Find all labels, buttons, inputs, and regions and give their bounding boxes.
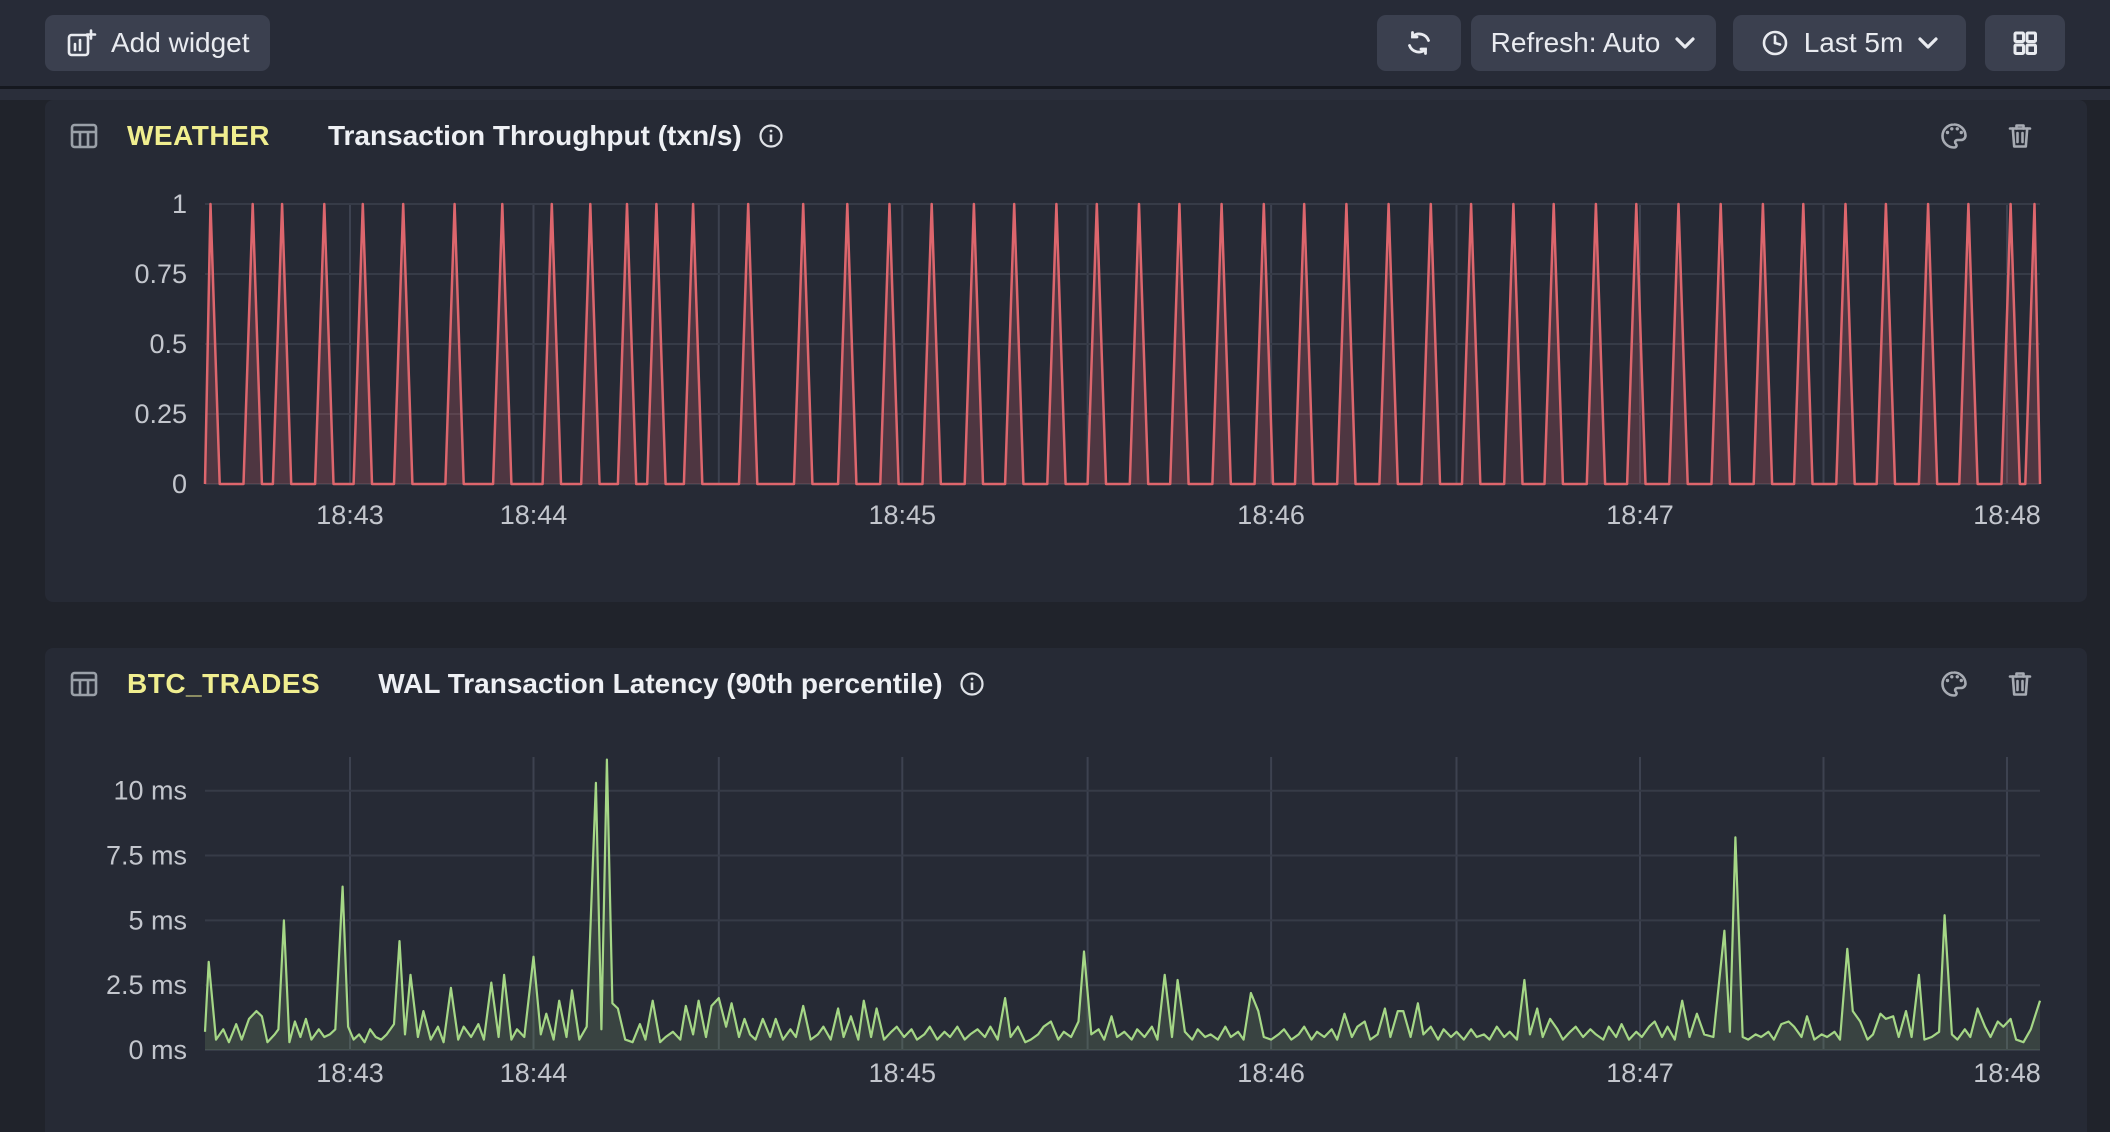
panel-header: WEATHER Transaction Throughput (txn/s) — [45, 114, 2087, 158]
add-chart-icon — [65, 27, 97, 59]
table-name: BTC_TRADES — [127, 668, 321, 699]
svg-text:0.25: 0.25 — [134, 399, 187, 429]
add-widget-button[interactable]: Add widget — [45, 15, 270, 71]
trash-icon[interactable] — [2003, 667, 2037, 701]
svg-text:18:48: 18:48 — [1973, 500, 2041, 530]
clock-icon — [1760, 28, 1790, 58]
svg-text:7.5 ms: 7.5 ms — [106, 841, 187, 871]
chevron-down-icon — [1917, 36, 1939, 50]
grid-layout-icon — [2009, 27, 2041, 59]
svg-text:0.75: 0.75 — [134, 259, 187, 289]
svg-text:18:47: 18:47 — [1606, 1058, 1674, 1088]
svg-text:0: 0 — [172, 469, 187, 499]
palette-icon[interactable] — [1937, 667, 1971, 701]
panel-weather-throughput: WEATHER Transaction Throughput (txn/s) — [45, 100, 2087, 602]
svg-text:18:43: 18:43 — [316, 1058, 384, 1088]
grid-layout-button[interactable] — [1985, 15, 2065, 71]
toolbar-divider-strip — [0, 89, 2110, 100]
table-icon — [67, 667, 101, 701]
add-widget-label: Add widget — [111, 27, 250, 58]
chart-title: WAL Transaction Latency (90th percentile… — [378, 668, 943, 699]
svg-text:18:45: 18:45 — [869, 500, 937, 530]
table-icon — [67, 119, 101, 153]
svg-text:0 ms: 0 ms — [128, 1035, 187, 1065]
chevron-down-icon — [1674, 36, 1696, 50]
panel-btc-trades-latency: BTC_TRADES WAL Transaction Latency (90th… — [45, 648, 2087, 1132]
svg-text:1: 1 — [172, 189, 187, 219]
svg-text:10 ms: 10 ms — [113, 776, 187, 806]
trash-icon[interactable] — [2003, 119, 2037, 153]
refresh-mode-dropdown[interactable]: Refresh: Auto — [1471, 15, 1716, 71]
chart-title: Transaction Throughput (txn/s) — [327, 120, 742, 151]
time-range-dropdown[interactable]: Last 5m — [1733, 15, 1966, 71]
svg-text:18:46: 18:46 — [1237, 500, 1305, 530]
svg-text:18:44: 18:44 — [500, 1058, 568, 1088]
time-range-label: Last 5m — [1803, 27, 1904, 58]
panel-actions — [1937, 667, 2037, 701]
refresh-mode-label: Refresh: Auto — [1490, 27, 1661, 58]
svg-text:18:44: 18:44 — [500, 500, 568, 530]
svg-text:18:43: 18:43 — [316, 500, 384, 530]
panel-header: BTC_TRADES WAL Transaction Latency (90th… — [45, 662, 2087, 706]
svg-text:18:48: 18:48 — [1973, 1058, 2041, 1088]
latency-chart: 0 ms 2.5 ms 5 ms 7.5 ms 10 ms 18:43 18:44 18:45… — [106, 757, 2042, 1088]
refresh-button[interactable] — [1377, 15, 1461, 71]
toolbar: Add widget Refresh: Auto — [0, 0, 2110, 86]
svg-text:2.5 ms: 2.5 ms — [106, 970, 187, 1000]
svg-text:5 ms: 5 ms — [128, 905, 187, 935]
svg-text:18:47: 18:47 — [1606, 500, 1674, 530]
palette-icon[interactable] — [1937, 119, 1971, 153]
svg-text:18:45: 18:45 — [869, 1058, 937, 1088]
toolbar-divider — [0, 86, 2110, 89]
refresh-icon — [1403, 27, 1435, 59]
svg-text:18:46: 18:46 — [1237, 1058, 1305, 1088]
info-icon[interactable] — [756, 121, 786, 151]
throughput-chart: 0 0.25 0.5 0.75 1 18:43 18:44 18:45 18:46 18:47 18… — [134, 189, 2042, 530]
table-name: WEATHER — [127, 120, 270, 151]
info-icon[interactable] — [957, 669, 987, 699]
panel-actions — [1937, 119, 2037, 153]
svg-text:0.5: 0.5 — [149, 329, 187, 359]
